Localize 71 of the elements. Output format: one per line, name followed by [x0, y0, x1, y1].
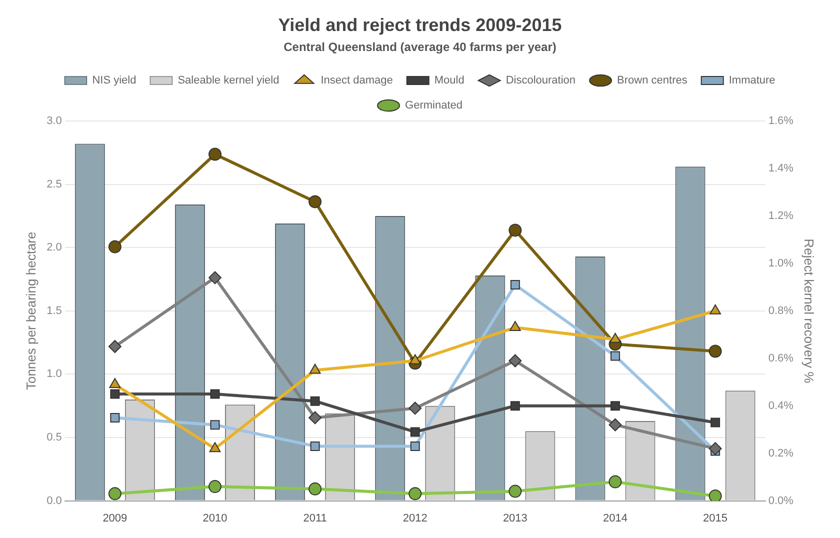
point [210, 389, 220, 399]
point [410, 441, 420, 451]
legend-label: Brown centres [617, 74, 688, 87]
chart-subtitle: Central Queensland (average 40 farms per year) [284, 40, 556, 54]
point [308, 411, 322, 424]
y-tick-label: 2.5 [46, 178, 62, 190]
y2-tick-label: 0.6% [768, 352, 794, 364]
x-tick-label: 2011 [303, 512, 327, 524]
point [608, 418, 622, 432]
point [610, 351, 620, 361]
x-tick-label: 2009 [102, 512, 128, 524]
point [510, 280, 520, 290]
point [710, 418, 720, 428]
point [108, 340, 122, 354]
point [308, 482, 322, 496]
point [409, 354, 421, 364]
point [308, 195, 322, 208]
point [610, 401, 620, 411]
point [508, 224, 522, 237]
point [510, 401, 520, 411]
legend-label: Insect damage [320, 74, 393, 87]
y-tick-label: 1.0 [46, 368, 62, 380]
point [108, 240, 122, 254]
point [208, 271, 222, 284]
point [208, 480, 222, 494]
x-tick-label: 2010 [202, 512, 228, 524]
point [410, 427, 420, 437]
legend-label: Germinated [405, 100, 462, 112]
y2-axis-title: Reject kernel recovery % [802, 238, 817, 384]
point [508, 484, 522, 498]
point [110, 389, 120, 399]
legend-label: Immature [728, 74, 776, 87]
point [310, 441, 320, 451]
y-tick-label: 2.0 [46, 242, 62, 254]
legend-label: Discolouration [506, 74, 576, 87]
point [708, 344, 722, 358]
point [309, 364, 321, 374]
point [210, 420, 220, 430]
y2-tick-label: 0.4% [768, 400, 794, 412]
legend-label: Mould [434, 74, 464, 87]
x-tick-label: 2012 [402, 512, 428, 524]
point [209, 442, 221, 452]
point [208, 148, 222, 161]
point [408, 487, 422, 500]
y-axis-title: Tonnes per bearing hectare [23, 232, 38, 390]
point [508, 354, 522, 368]
x-tick-label: 2015 [703, 512, 728, 524]
point [108, 487, 122, 500]
legend-label: Saleable kernel yield [178, 74, 280, 87]
y2-tick-label: 1.6% [768, 115, 794, 128]
y-tick-label: 0.0 [46, 494, 62, 507]
y2-tick-label: 0.0% [768, 494, 794, 507]
y2-tick-label: 0.8% [768, 304, 794, 317]
point [408, 402, 422, 415]
y-tick-label: 1.5 [46, 304, 62, 317]
point [310, 396, 320, 406]
y2-tick-label: 1.2% [768, 210, 794, 222]
x-tick-label: 2013 [502, 512, 528, 524]
y-tick-label: 3.0 [46, 115, 62, 128]
point [708, 442, 722, 456]
y2-tick-label: 0.2% [768, 447, 794, 460]
point [708, 490, 722, 501]
point [608, 475, 622, 488]
chart-title: Yield and reject trends 2009-2015 [278, 14, 562, 35]
point [509, 321, 521, 332]
legend-label: NIS yield [92, 74, 136, 87]
x-tick-label: 2014 [602, 512, 628, 524]
point [110, 412, 120, 422]
y-tick-label: 0.5 [46, 432, 62, 444]
y2-tick-label: 1.0% [768, 257, 794, 270]
y2-tick-label: 1.4% [768, 162, 794, 175]
